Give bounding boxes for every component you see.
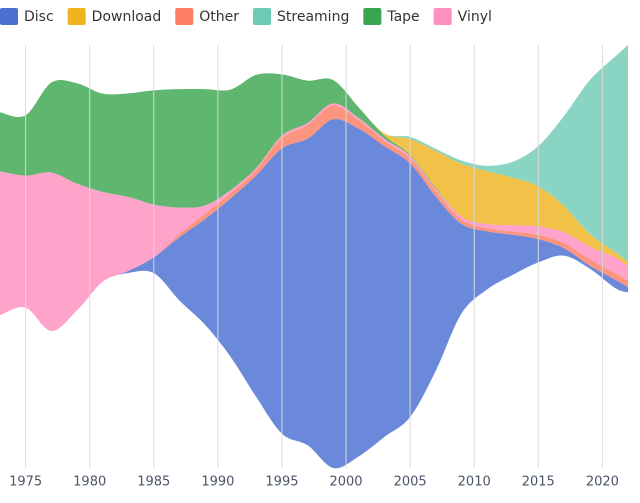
x-tick-label: 2010 xyxy=(458,475,491,490)
x-tick-label: 2005 xyxy=(394,475,427,490)
legend-swatch xyxy=(0,8,18,25)
stream-area xyxy=(0,73,628,266)
legend-item[interactable]: Streaming xyxy=(253,8,349,25)
legend-swatch xyxy=(175,8,194,25)
legend-swatch xyxy=(67,8,86,25)
legend-swatch xyxy=(253,8,272,25)
stream-area xyxy=(0,103,628,332)
areas xyxy=(0,45,628,469)
stream-area xyxy=(0,118,628,469)
legend-item[interactable]: Other xyxy=(175,8,239,25)
x-tick-label: 2015 xyxy=(522,475,555,490)
x-tick-label: 1990 xyxy=(201,475,234,490)
legend-swatch xyxy=(433,8,452,25)
x-tick-label: 2000 xyxy=(329,475,362,490)
legend-label: Tape xyxy=(386,9,419,25)
x-tick-label: 1995 xyxy=(265,475,298,490)
x-tick-label: 1985 xyxy=(137,475,170,490)
legend-item[interactable]: Disc xyxy=(0,8,54,25)
legend-item[interactable]: Tape xyxy=(363,8,420,25)
legend-item[interactable]: Download xyxy=(67,8,162,25)
x-tick-label: 1980 xyxy=(73,475,106,490)
x-tick-label: 1975 xyxy=(9,475,42,490)
legend-label: Other xyxy=(199,9,239,25)
legend-item[interactable]: Vinyl xyxy=(433,8,492,25)
x-tick-label: 2020 xyxy=(586,475,619,490)
legend-swatch xyxy=(363,8,382,25)
legend-label: Streaming xyxy=(277,9,349,25)
legend-label: Disc xyxy=(24,9,54,25)
legend-label: Download xyxy=(92,9,162,25)
legend-label: Vinyl xyxy=(458,9,492,25)
stream-area xyxy=(0,73,628,266)
